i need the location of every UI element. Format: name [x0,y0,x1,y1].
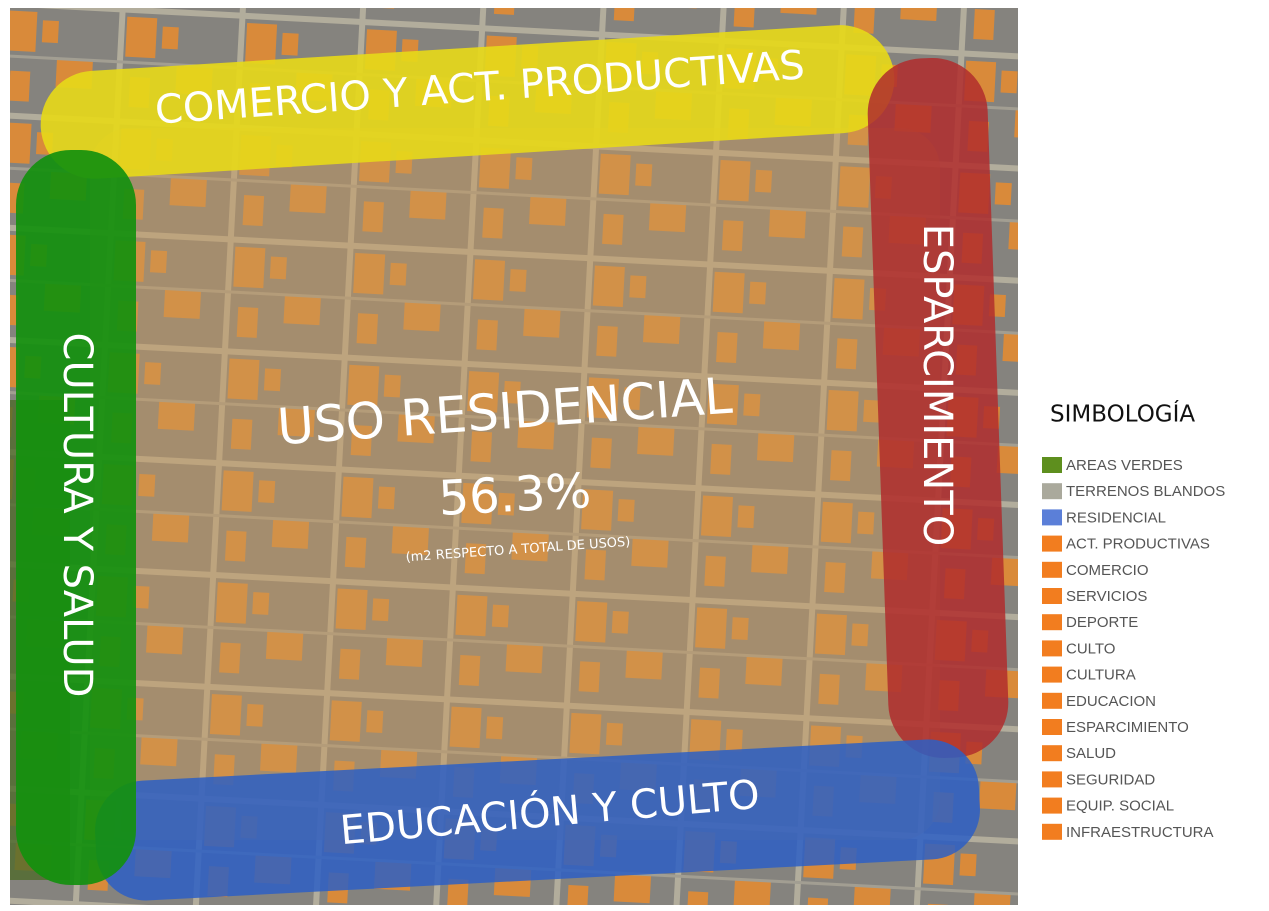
legend-swatch [1042,614,1062,631]
legend-label: CULTO [1066,640,1115,657]
center-percent: 56.3% [437,463,592,527]
legend-label: RESIDENCIAL [1066,509,1166,526]
legend-swatch [1042,692,1062,709]
legend-swatch [1042,666,1062,683]
residential-overlay [90,128,940,840]
legend-swatch [1042,745,1062,762]
legend-label: SEGURIDAD [1066,771,1155,788]
band-right-label: ESPARCIMIENTO [914,224,960,547]
legend-label: DEPORTE [1066,614,1138,631]
legend-swatch [1042,483,1062,500]
legend-label: COMERCIO [1066,562,1149,579]
legend-label: SERVICIOS [1066,588,1147,605]
legend-swatch [1042,823,1062,840]
legend-swatch [1042,561,1062,578]
legend-swatch [1042,797,1062,814]
legend-label: SALUD [1066,745,1116,762]
legend-label: INFRAESTRUCTURA [1066,824,1214,841]
legend-label: EQUIP. SOCIAL [1066,798,1174,815]
legend-swatch [1042,457,1062,473]
legend-title: SIMBOLOGÍA [1050,400,1195,428]
legend-label: AREAS VERDES [1066,457,1183,474]
band-bottom [95,739,980,901]
legend-swatch [1042,640,1062,657]
legend-swatch [1042,588,1062,604]
legend-swatch [1042,535,1062,552]
legend-swatch [1042,509,1062,526]
legend-label: TERRENOS BLANDOS [1066,483,1225,500]
legend-swatch [1042,771,1062,788]
legend-swatch [1042,719,1062,735]
legend: AREAS VERDES TERRENOS BLANDOS RESIDENCIAL A… [1042,457,1225,841]
legend-label: EDUCACION [1066,693,1156,710]
band-right [867,58,1009,758]
legend-label: CULTURA [1066,667,1136,684]
band-left [16,150,136,885]
legend-label: ACT. PRODUCTIVAS [1066,536,1210,553]
band-left-label: CULTURA Y SALUD [54,333,100,698]
band-top [40,25,895,179]
legend-label: ESPARCIMIENTO [1066,719,1189,736]
